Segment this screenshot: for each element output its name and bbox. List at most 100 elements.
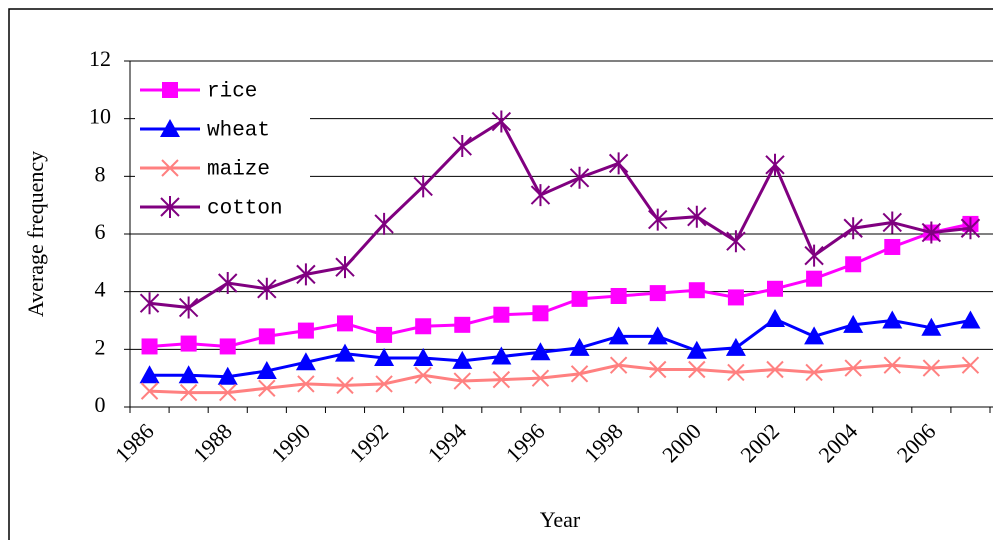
marker	[610, 287, 627, 304]
y-tick-label: 8	[95, 161, 106, 186]
marker	[139, 365, 160, 384]
marker	[688, 360, 706, 379]
marker	[608, 152, 629, 175]
marker	[218, 272, 238, 295]
marker	[725, 337, 746, 356]
x-axis-label: Year	[540, 507, 581, 532]
y-tick-label: 10	[89, 104, 111, 129]
line	[149, 119, 971, 310]
marker	[297, 322, 314, 339]
line	[149, 363, 971, 395]
y-axis-label: Average frequency	[23, 151, 48, 317]
legend-label: maize	[207, 159, 270, 182]
y-tick-label: 0	[95, 392, 106, 417]
x-tick-label: 1996	[501, 418, 550, 467]
marker	[454, 316, 471, 333]
marker	[335, 256, 355, 279]
legend-marker	[161, 159, 179, 177]
x-tick-label: 1990	[266, 418, 315, 467]
marker	[805, 363, 823, 382]
marker	[532, 305, 549, 322]
marker	[374, 347, 395, 366]
marker	[609, 356, 628, 374]
marker	[687, 205, 707, 228]
marker	[179, 383, 198, 402]
line	[149, 222, 971, 348]
marker	[530, 342, 551, 361]
x-tick-label: 2004	[813, 418, 862, 467]
x-tick-label: 1988	[188, 418, 237, 467]
marker	[453, 372, 471, 390]
marker	[257, 277, 277, 300]
marker	[843, 314, 864, 333]
marker	[804, 244, 824, 267]
marker	[374, 212, 394, 235]
marker	[766, 360, 784, 379]
marker	[295, 352, 316, 371]
marker	[219, 383, 237, 402]
marker	[727, 289, 744, 306]
y-tick-label: 6	[95, 219, 106, 244]
marker	[960, 310, 981, 329]
marker	[961, 356, 980, 374]
marker	[569, 166, 590, 189]
marker	[765, 153, 785, 176]
series	[139, 309, 981, 385]
marker	[844, 359, 862, 377]
y-tick-label: 12	[89, 46, 111, 71]
marker	[530, 184, 551, 207]
marker	[647, 326, 668, 345]
legend-label: cotton	[207, 198, 283, 221]
marker	[492, 370, 511, 389]
legend-marker	[162, 82, 178, 98]
marker	[375, 375, 393, 393]
marker	[649, 285, 666, 302]
marker	[960, 217, 981, 240]
marker	[767, 280, 783, 297]
marker	[726, 230, 746, 253]
marker	[140, 382, 159, 400]
marker	[806, 270, 823, 287]
marker	[296, 263, 316, 286]
legend-marker	[160, 119, 180, 137]
marker	[178, 296, 199, 319]
x-tick-label: 1986	[110, 418, 159, 467]
marker	[141, 338, 158, 355]
marker	[414, 366, 432, 384]
marker	[531, 369, 550, 387]
marker	[686, 340, 707, 359]
marker	[845, 256, 862, 273]
marker	[884, 238, 901, 255]
marker	[921, 317, 942, 336]
marker	[648, 208, 668, 231]
marker	[256, 360, 277, 379]
marker	[569, 337, 590, 356]
marker	[139, 292, 160, 315]
series	[139, 110, 981, 319]
marker	[413, 175, 433, 198]
marker	[452, 135, 472, 158]
y-tick-label: 2	[95, 334, 106, 359]
marker	[415, 318, 432, 335]
marker	[765, 309, 785, 328]
marker	[608, 326, 629, 345]
legend-label: rice	[207, 81, 257, 104]
x-tick-label: 2000	[657, 418, 706, 467]
marker	[180, 335, 197, 352]
line	[149, 317, 971, 379]
marker	[922, 359, 941, 377]
chart-border	[8, 8, 993, 540]
marker	[921, 221, 942, 244]
marker	[337, 315, 353, 332]
legend-marker	[160, 196, 180, 218]
legend-box	[135, 72, 310, 230]
marker	[570, 365, 589, 383]
marker	[883, 356, 901, 374]
marker	[219, 338, 236, 355]
legend-label: wheat	[207, 120, 270, 143]
marker	[452, 350, 473, 369]
marker	[688, 282, 705, 299]
marker	[258, 379, 276, 397]
marker	[297, 375, 315, 393]
